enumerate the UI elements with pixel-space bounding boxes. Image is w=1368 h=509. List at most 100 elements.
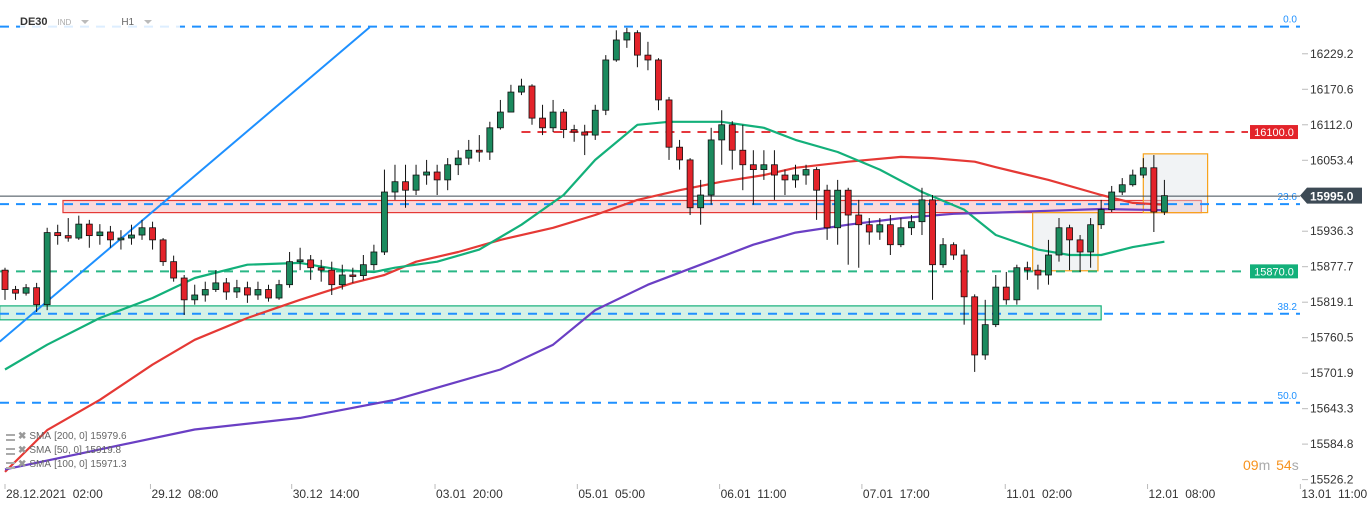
- candle-bullish[interactable]: [370, 251, 378, 266]
- candle-bullish[interactable]: [1108, 191, 1116, 210]
- candle-bullish[interactable]: [1161, 195, 1168, 213]
- candle-bullish[interactable]: [454, 157, 462, 166]
- candle-bearish[interactable]: [749, 164, 757, 171]
- candle-bullish[interactable]: [1118, 184, 1126, 193]
- candle-bullish[interactable]: [286, 261, 293, 286]
- candle-bullish[interactable]: [1013, 267, 1021, 301]
- candle-bullish[interactable]: [128, 234, 135, 239]
- candle-bullish[interactable]: [1097, 209, 1105, 226]
- candle-bullish[interactable]: [117, 237, 125, 241]
- candle-bearish[interactable]: [865, 224, 873, 233]
- candle-bullish[interactable]: [212, 282, 220, 290]
- candle-bullish[interactable]: [496, 111, 504, 129]
- candle-bearish[interactable]: [1023, 267, 1031, 271]
- candle-bullish[interactable]: [876, 224, 884, 233]
- candle-bearish[interactable]: [475, 149, 483, 153]
- candle-bullish[interactable]: [697, 194, 705, 209]
- candle-bearish[interactable]: [54, 232, 62, 237]
- candle-bullish[interactable]: [939, 244, 947, 266]
- candle-bullish[interactable]: [802, 169, 810, 176]
- candle-bearish[interactable]: [64, 235, 72, 239]
- candle-bullish[interactable]: [549, 111, 557, 129]
- candle-bearish[interactable]: [149, 227, 156, 241]
- candle-bearish[interactable]: [855, 214, 863, 226]
- candle-bullish[interactable]: [465, 149, 473, 159]
- candle-bearish[interactable]: [180, 277, 188, 301]
- candle-bullish[interactable]: [1055, 227, 1063, 256]
- candle-bearish[interactable]: [1002, 286, 1010, 301]
- candle-bearish[interactable]: [950, 244, 957, 256]
- candle-bullish[interactable]: [718, 124, 726, 141]
- candle-bearish[interactable]: [1076, 239, 1084, 253]
- candle-bullish[interactable]: [233, 287, 241, 293]
- candle-bullish[interactable]: [338, 274, 346, 286]
- candle-bearish[interactable]: [222, 282, 230, 293]
- candle-bullish[interactable]: [981, 324, 989, 356]
- sma-line[interactable]: [4, 120, 1165, 371]
- symbol-dropdown-icon[interactable]: [81, 20, 90, 24]
- candle-bearish[interactable]: [1066, 227, 1073, 241]
- candle-bullish[interactable]: [1045, 254, 1052, 276]
- candle-bearish[interactable]: [813, 169, 820, 191]
- candle-bullish[interactable]: [381, 191, 388, 253]
- candle-bearish[interactable]: [560, 111, 568, 131]
- sma-line[interactable]: [4, 207, 1165, 471]
- candle-bullish[interactable]: [138, 227, 146, 236]
- candle-bearish[interactable]: [634, 32, 641, 56]
- candle-bearish[interactable]: [85, 223, 93, 237]
- symbol-name[interactable]: DE30: [20, 16, 48, 28]
- candle-bearish[interactable]: [328, 269, 336, 286]
- candle-bullish[interactable]: [507, 91, 515, 113]
- candle-bearish[interactable]: [349, 274, 357, 277]
- remove-icon[interactable]: ✖: [18, 459, 27, 470]
- candle-bullish[interactable]: [444, 164, 452, 181]
- candle-bullish[interactable]: [412, 174, 420, 191]
- candle-bearish[interactable]: [433, 171, 441, 181]
- remove-icon[interactable]: ✖: [18, 445, 27, 456]
- candle-bearish[interactable]: [739, 149, 747, 166]
- candle-bullish[interactable]: [834, 189, 842, 229]
- candle-bearish[interactable]: [307, 259, 315, 269]
- candle-bearish[interactable]: [170, 261, 178, 279]
- candle-bullish[interactable]: [191, 294, 199, 301]
- candle-bearish[interactable]: [971, 296, 979, 356]
- candle-bullish[interactable]: [391, 181, 399, 193]
- candle-bearish[interactable]: [929, 199, 936, 266]
- candle-bullish[interactable]: [359, 264, 367, 277]
- candle-bullish[interactable]: [908, 221, 915, 229]
- candle-bearish[interactable]: [528, 85, 536, 119]
- candle-bullish[interactable]: [897, 227, 905, 246]
- candle-bullish[interactable]: [992, 286, 1000, 326]
- candle-bearish[interactable]: [159, 239, 167, 263]
- candle-bearish[interactable]: [665, 99, 673, 148]
- candle-bullish[interactable]: [1139, 167, 1147, 176]
- remove-icon[interactable]: ✖: [18, 431, 27, 442]
- candle-bearish[interactable]: [107, 231, 114, 241]
- candle-bullish[interactable]: [792, 174, 799, 181]
- timeframe-dropdown-icon[interactable]: [144, 20, 153, 24]
- candle-bullish[interactable]: [602, 59, 610, 111]
- candle-bullish[interactable]: [296, 259, 304, 263]
- candle-bullish[interactable]: [918, 199, 926, 223]
- settings-menu-icon[interactable]: [6, 461, 15, 469]
- candle-bullish[interactable]: [75, 223, 83, 239]
- candle-bullish[interactable]: [275, 284, 283, 299]
- timeframe-selector[interactable]: H1: [121, 16, 135, 28]
- candle-bullish[interactable]: [423, 171, 431, 176]
- settings-menu-icon[interactable]: [6, 433, 15, 441]
- candle-bearish[interactable]: [33, 287, 41, 306]
- candle-bullish[interactable]: [43, 232, 51, 306]
- candle-bearish[interactable]: [960, 254, 968, 298]
- candle-bearish[interactable]: [1, 269, 9, 290]
- candle-bullish[interactable]: [612, 39, 620, 61]
- candle-bullish[interactable]: [1087, 224, 1095, 253]
- candle-bullish[interactable]: [760, 164, 768, 171]
- candle-bullish[interactable]: [623, 32, 631, 41]
- highlight-box[interactable]: [1032, 212, 1099, 272]
- candle-bearish[interactable]: [644, 54, 652, 61]
- candle-bullish[interactable]: [707, 139, 715, 196]
- candle-bearish[interactable]: [886, 224, 894, 246]
- candle-bearish[interactable]: [244, 287, 251, 296]
- candle-bearish[interactable]: [686, 159, 694, 209]
